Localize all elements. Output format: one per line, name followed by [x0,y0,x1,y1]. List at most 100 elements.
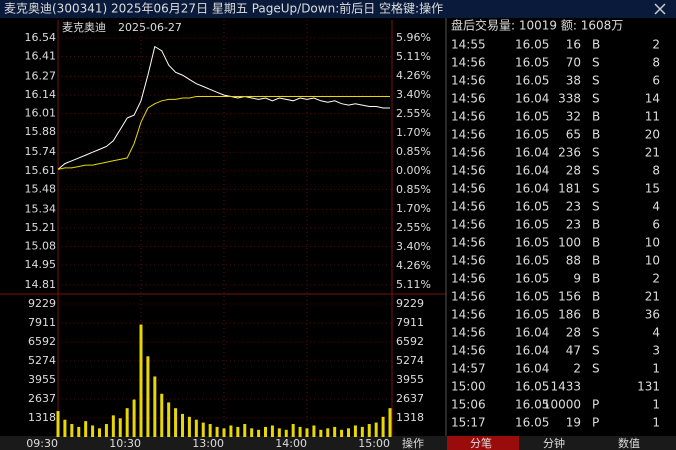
volume-bar [181,413,184,437]
trade-time: 14:56 [451,110,486,124]
trade-time: 15:17 [451,416,486,430]
pct-tick-label: 2.55% [396,107,431,120]
trade-price: 16.05 [515,200,549,214]
trade-count: 15 [645,182,660,196]
volume-tick-label: 5274 [28,354,56,367]
tab[interactable]: 分笔 [470,436,492,450]
pane-name: 麦克奥迪 [62,20,106,34]
volume-bar [340,429,344,437]
volume-bar [360,426,364,437]
price-tick-label: 16.14 [25,88,57,101]
trade-volume: 156 [558,290,581,304]
volume-bar [319,429,323,437]
trade-price: 16.04 [515,326,549,340]
volume-bar [326,428,330,437]
volume-bar [353,425,357,437]
pct-tick-label: 3.40% [396,240,431,253]
trade-side: B [592,218,600,232]
trade-count: 21 [645,146,660,160]
trade-time: 14:56 [451,344,486,358]
trade-side: B [592,290,600,304]
volume-bar [374,422,378,437]
trade-volume: 88 [566,254,581,268]
time-label: 10:30 [109,437,141,450]
trade-price: 16.05 [515,236,549,250]
trade-time: 14:56 [451,218,486,232]
trade-count: 2 [652,38,660,52]
pct-tick-label: 5.96% [396,31,431,44]
volume-bar [84,421,88,437]
price-tick-label: 15.21 [25,221,57,234]
bottom-bar [0,436,676,450]
trade-side: B [592,236,600,250]
trade-volume: 23 [566,200,581,214]
volume-bar [208,424,212,437]
trade-count: 2 [652,272,660,286]
volume-bar [146,356,150,437]
volume-bar [56,411,60,437]
trade-price: 16.05 [515,290,549,304]
trade-volume: 70 [566,56,581,70]
trade-volume: 16 [566,38,581,52]
trade-count: 6 [652,74,660,88]
trade-volume: 186 [558,308,581,322]
trade-volume: 2 [573,362,581,376]
trade-count: 4 [652,326,660,340]
window-title: 麦克奥迪(300341) 2025年06月27日 星期五 PageUp/Down… [4,1,443,16]
trade-count: 20 [645,128,660,142]
volume-bar [63,419,67,437]
price-tick-label: 14.95 [25,258,57,271]
volume-bar [250,428,254,437]
volume-bar [194,419,198,437]
trade-side: S [592,200,600,214]
volume-bar [160,393,164,437]
volume-bar [347,428,350,437]
volume-bar [312,425,316,437]
trade-count: 1 [652,398,660,412]
trade-volume: 10000 [543,398,581,412]
volume-bar [270,425,274,437]
volume-bar [104,424,108,437]
series-line [57,96,390,170]
trade-count: 10 [645,236,660,250]
title-bar [0,0,676,18]
price-tick-label: 15.88 [25,125,57,138]
volume-bar [125,408,129,437]
trade-time: 14:56 [451,74,486,88]
trade-volume: 23 [566,218,581,232]
trade-price: 16.05 [515,56,549,70]
volume-bar [257,429,261,437]
pane-date: 2025-06-27 [118,21,182,34]
trade-side: S [592,344,600,358]
tab[interactable]: 操作 [402,436,424,450]
trade-side: S [592,182,600,196]
trade-time: 14:56 [451,146,486,160]
trade-price: 16.04 [515,362,549,376]
volume-bar [174,408,178,437]
trade-price: 16.05 [515,308,549,322]
volume-bar [139,324,143,437]
trade-side: B [592,272,600,286]
trade-count: 6 [652,218,660,232]
trade-count: 14 [645,92,660,106]
trade-time: 14:56 [451,56,486,70]
volume-bar [132,399,136,437]
trade-volume: 28 [566,164,581,178]
price-tick-label: 16.27 [25,70,57,83]
time-label: 09:30 [26,437,58,450]
price-tick-label: 15.74 [25,145,57,158]
trade-side: S [592,362,600,376]
trade-volume: 65 [566,128,581,142]
trade-time: 14:56 [451,326,486,340]
trade-side: S [592,92,600,106]
volume-bar [187,416,191,437]
trade-time: 14:56 [451,182,486,196]
tab[interactable]: 数值 [618,437,640,450]
tab[interactable]: 分钟 [543,436,565,450]
volume-bar [77,426,81,437]
close-button[interactable] [654,3,666,15]
trade-side: S [592,164,600,178]
volume-bar [277,428,281,437]
trade-side: S [592,56,600,70]
time-label: 14:00 [275,437,307,450]
